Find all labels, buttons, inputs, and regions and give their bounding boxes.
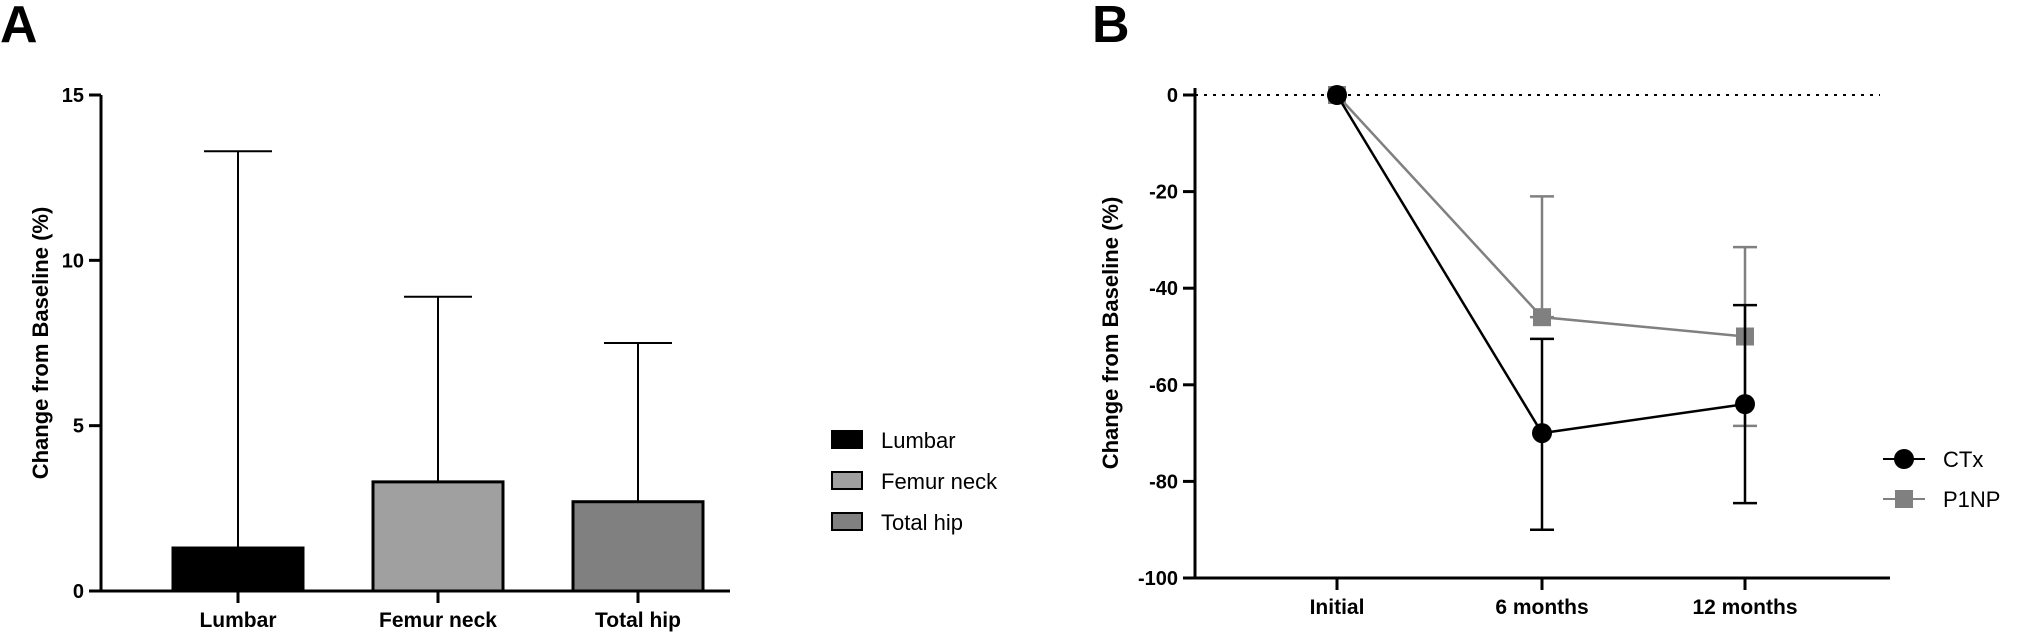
panel-a-y-axis-label: Change from Baseline (%) <box>28 207 53 480</box>
legend-label-total-hip: Total hip <box>881 510 963 535</box>
data-point-ctx <box>1735 394 1755 415</box>
legend-item-femur-neck: Femur neck <box>831 469 998 494</box>
y-tick-label: -100 <box>1138 568 1178 590</box>
legend-item-ctx: CTx <box>1883 447 1983 472</box>
y-tick-label: 5 <box>73 416 84 438</box>
legend-item-p1np: P1NP <box>1883 487 2000 512</box>
legend-swatch-femur-neck <box>831 471 863 490</box>
legend-marker-ctx <box>1894 449 1914 469</box>
x-tick-label-total-hip: Total hip <box>595 609 681 632</box>
legend-label-ctx: CTx <box>1943 447 1983 472</box>
legend-label-lumbar: Lumbar <box>881 428 956 453</box>
legend-label-femur-neck: Femur neck <box>881 469 998 494</box>
bar-lumbar <box>171 546 305 593</box>
x-tick-label-initial: Initial <box>1310 596 1365 619</box>
y-tick-label: 10 <box>62 250 84 272</box>
legend-label-p1np: P1NP <box>1943 487 2000 512</box>
panel-b-letter: B <box>1092 0 1130 54</box>
x-tick-label-12-months: 12 months <box>1692 596 1797 619</box>
panel-b-y-axis-label: Change from Baseline (%) <box>1098 197 1123 470</box>
y-tick-label: -60 <box>1149 375 1178 397</box>
data-point-p1np <box>1533 308 1551 327</box>
bar-total-hip <box>571 500 705 593</box>
data-point-ctx <box>1532 423 1552 444</box>
legend-swatch-lumbar <box>831 430 863 449</box>
legend-swatch-total-hip <box>831 512 863 531</box>
y-tick-label: -20 <box>1149 182 1178 204</box>
panel-a-letter: A <box>0 0 38 54</box>
panel-b-legend: CTx P1NP <box>1883 447 2000 512</box>
panel-b: B Change from Baseline (%) 0 -20 -40 -60 -80… <box>1092 0 2000 619</box>
data-point-ctx <box>1327 85 1347 105</box>
y-tick-label: 0 <box>73 581 84 603</box>
series-ctx <box>1327 85 1757 531</box>
y-tick-label: -80 <box>1149 471 1178 493</box>
x-tick-label-femur-neck: Femur neck <box>379 609 497 632</box>
panel-a: A Change from Baseline (%) 0 5 10 15 Lumbar… <box>0 0 998 632</box>
legend-item-lumbar: Lumbar <box>831 428 956 453</box>
x-tick-label-lumbar: Lumbar <box>199 609 276 632</box>
y-tick-label: 15 <box>62 85 84 107</box>
y-tick-label: -40 <box>1149 278 1178 300</box>
legend-item-total-hip: Total hip <box>831 510 963 535</box>
bar-femur-neck <box>371 480 505 593</box>
panel-a-legend: Lumbar Femur neck Total hip <box>831 428 998 535</box>
legend-marker-p1np <box>1895 490 1913 508</box>
x-tick-label-6-months: 6 months <box>1495 596 1588 619</box>
y-tick-label: 0 <box>1167 85 1178 107</box>
